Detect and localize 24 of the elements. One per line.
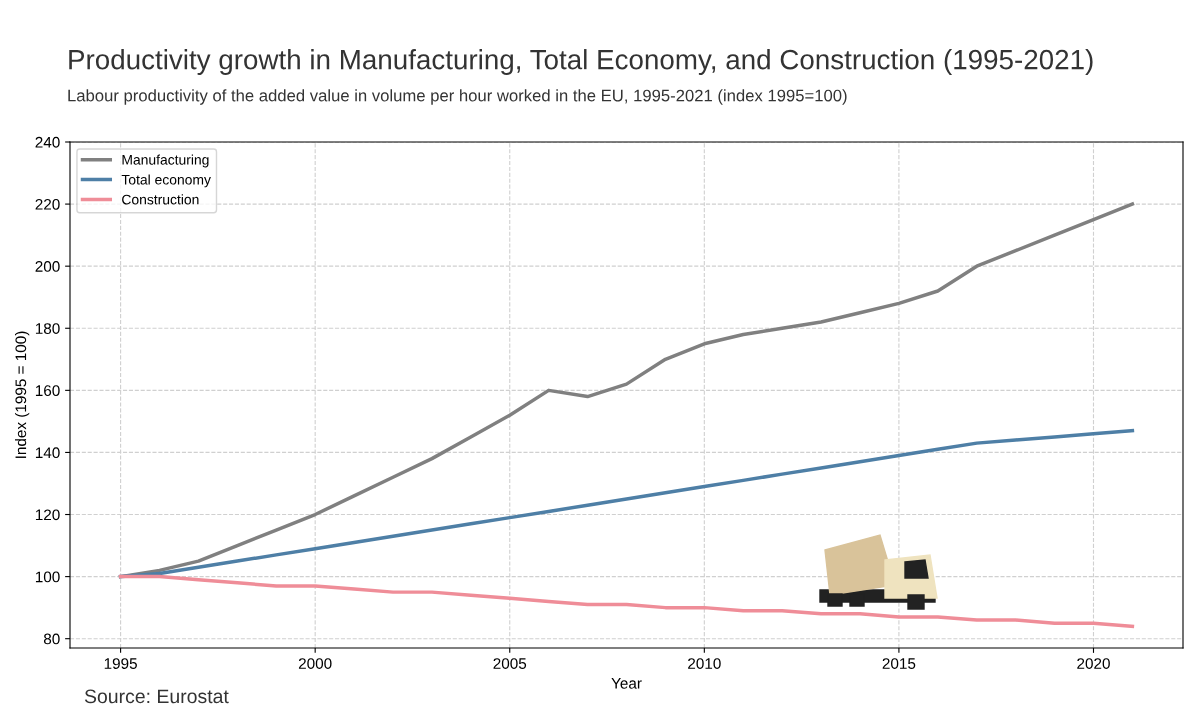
line-series <box>118 574 1135 629</box>
y-tick-label: 220 <box>35 198 60 210</box>
source-note: Source: Eurostat <box>84 689 229 704</box>
legend-label: Total economy <box>121 174 211 188</box>
legend-label: Manufacturing <box>122 154 209 168</box>
chart-subtitle: Labour productivity of the added value in volume per hour worked in the EU, 1995-2021 (index 1995=100) <box>68 89 847 105</box>
y-tick-label: 160 <box>35 385 60 397</box>
y-tick-label: 240 <box>35 136 60 148</box>
x-tick-label: 2015 <box>882 658 916 669</box>
x-tick-label: 2000 <box>298 658 332 669</box>
x-tick-label: 2010 <box>688 658 721 669</box>
chart-title: Productivity growth in Manufacturing, Total Economy, and Construction (1995-2021) <box>69 49 1093 75</box>
x-tick-label: 2020 <box>1077 658 1110 669</box>
y-tick-label: 180 <box>35 323 60 334</box>
y-tick-label: 140 <box>35 447 60 459</box>
y-tick-label: 100 <box>35 571 60 583</box>
y-axis-title: Index (1995 = 100) <box>14 331 30 458</box>
y-tick-label: 120 <box>35 509 60 521</box>
x-tick-label: 1995 <box>104 658 137 669</box>
x-axis-title: Year <box>611 678 642 689</box>
x-tick-label: 2005 <box>493 658 527 669</box>
legend-label: Construction <box>122 194 199 205</box>
y-tick-label: 200 <box>35 261 60 272</box>
y-tick-label: 80 <box>43 633 60 645</box>
